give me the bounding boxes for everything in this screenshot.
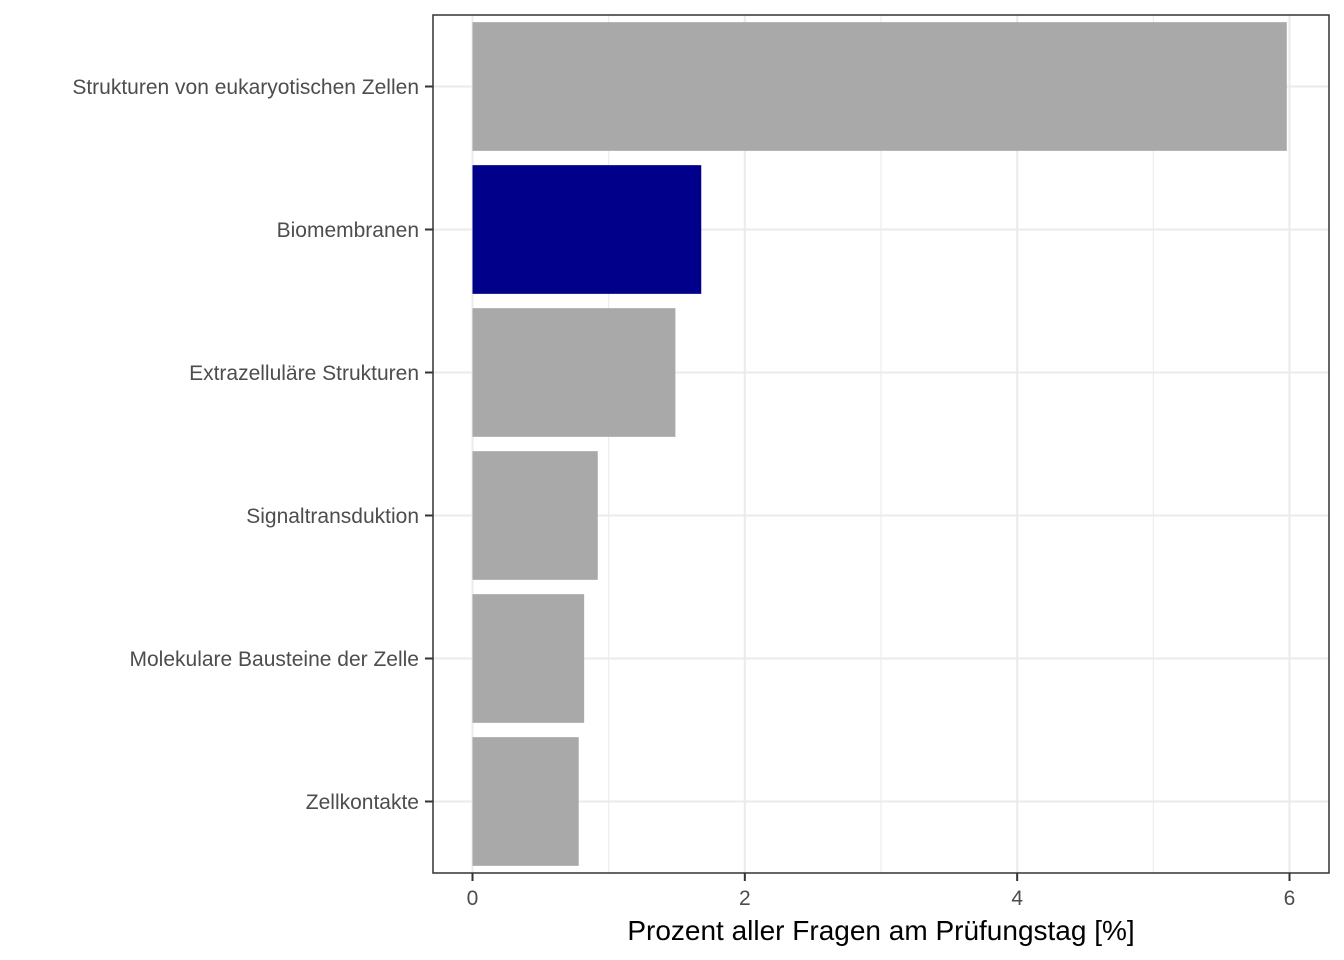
y-tick-label: Molekulare Bausteine der Zelle xyxy=(130,648,420,671)
bar xyxy=(472,308,676,437)
y-tick-label: Biomembranen xyxy=(277,219,419,242)
x-tick-label: 6 xyxy=(1284,887,1296,910)
x-axis-title: Prozent aller Fragen am Prüfungstag [%] xyxy=(627,915,1134,946)
panel-border xyxy=(432,14,1330,874)
y-tick-label: Signaltransduktion xyxy=(246,505,419,528)
y-tick-label: Extrazelluläre Strukturen xyxy=(189,362,419,385)
y-tick-label: Zellkontakte xyxy=(306,791,419,814)
y-axis: Strukturen von eukaryotischen Zellen Biom… xyxy=(72,76,433,814)
bar xyxy=(472,737,579,866)
y-tick-label: Strukturen von eukaryotischen Zellen xyxy=(72,76,419,99)
x-tick-label: 0 xyxy=(467,887,479,910)
x-axis: 0 2 4 6 xyxy=(467,873,1296,910)
bars xyxy=(472,22,1287,866)
bar xyxy=(472,451,598,580)
x-tick-label: 4 xyxy=(1011,887,1023,910)
bar xyxy=(472,165,702,294)
bar xyxy=(472,594,585,723)
bar xyxy=(472,22,1287,151)
x-tick-label: 2 xyxy=(739,887,751,910)
